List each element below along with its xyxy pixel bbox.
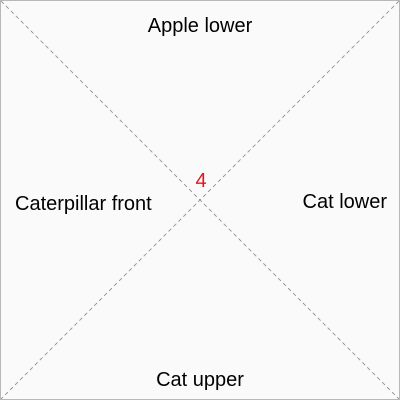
quadrant-label-bottom: Cat upper [156,369,244,391]
center-number: 4 [195,170,207,192]
quadrant-label-left: Caterpillar front [15,193,152,215]
quadrant-label-right: Cat lower [302,191,387,213]
quadrant-label-top: Apple lower [147,15,253,37]
